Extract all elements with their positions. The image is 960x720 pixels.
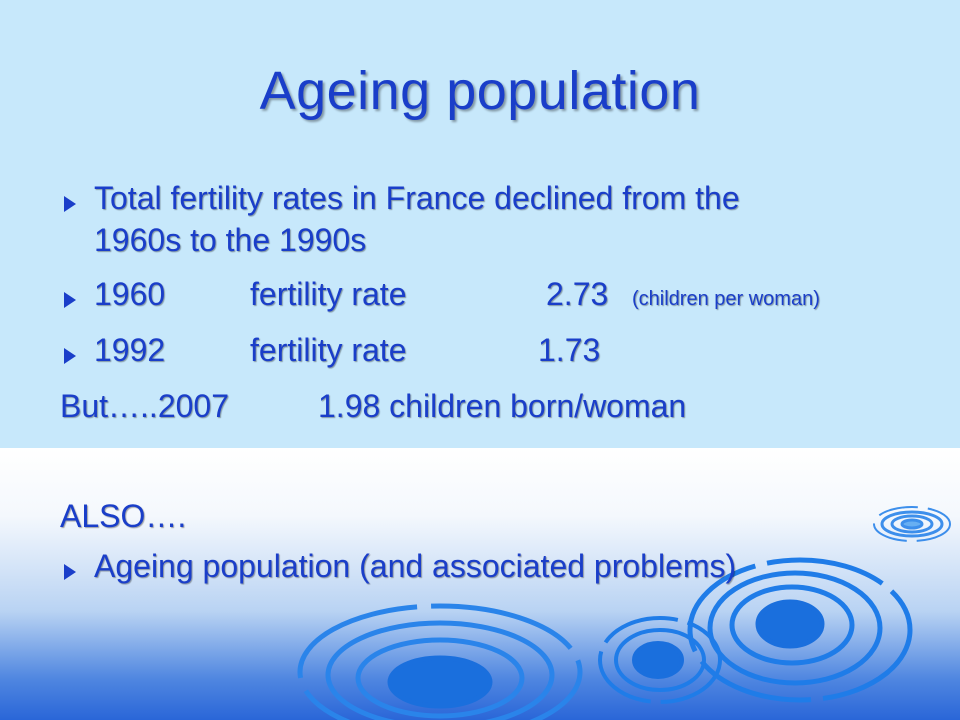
but-line-text: 1.98 children born/woman (318, 388, 687, 424)
but-line-prefix: But…..2007 (60, 388, 229, 424)
triangle-arrow-bullet-icon (64, 348, 76, 364)
row-1960-year: 1960 (94, 276, 166, 312)
bullet-last-text: Ageing population (and associated proble… (94, 548, 737, 584)
row-1960-label: fertility rate (250, 276, 407, 312)
bullet-text-line2: 1960s to the 1990s (94, 222, 367, 258)
also-heading: ALSO…. (60, 498, 187, 534)
row-1992-value: 1.73 (538, 332, 601, 368)
row-1960-note: (children per woman) (632, 288, 820, 310)
bullet-text-line1: Total fertility rates in France declined… (94, 180, 740, 216)
triangle-arrow-bullet-icon (64, 196, 76, 212)
triangle-arrow-bullet-icon (64, 564, 76, 580)
row-1960-value: 2.73 (546, 276, 609, 312)
slide-background-top (0, 0, 960, 448)
slide-title: Ageing population (259, 61, 701, 121)
triangle-arrow-bullet-icon (64, 292, 76, 308)
row-1992-year: 1992 (94, 332, 166, 368)
row-1992-label: fertility rate (250, 332, 407, 368)
